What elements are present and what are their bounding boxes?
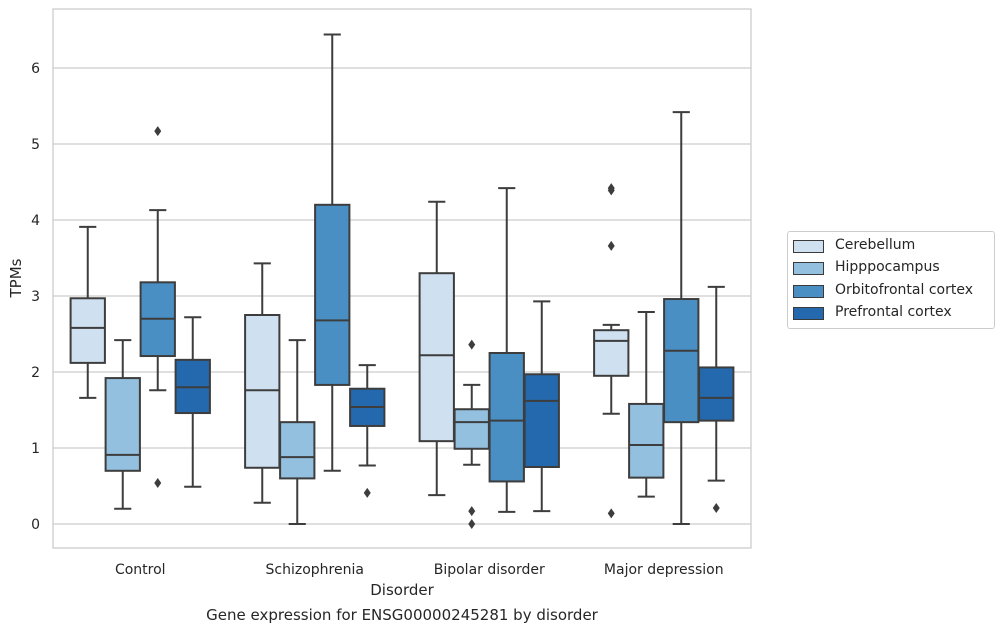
- outlier-point: [607, 183, 615, 194]
- y-tick-label: 2: [31, 365, 40, 381]
- y-tick-label: 6: [31, 61, 40, 77]
- series-prefrontal-cortex: [174, 285, 735, 514]
- series-orbitofrontal-cortex: [139, 33, 700, 525]
- y-tick-labels: 0 1 2 3 4 5 6: [31, 61, 40, 533]
- legend-swatch: [793, 307, 824, 320]
- y-tick-label: 4: [31, 213, 40, 229]
- box: [244, 262, 281, 504]
- box: [418, 200, 455, 497]
- box-body: [698, 366, 735, 422]
- outlier-point: [468, 339, 476, 350]
- box-body: [314, 203, 351, 386]
- box: [104, 339, 141, 510]
- series-cerebellum: [69, 183, 630, 519]
- box: [174, 316, 211, 488]
- box: [488, 187, 525, 513]
- outlier-point: [712, 503, 720, 514]
- box: [628, 310, 665, 498]
- box: [349, 364, 386, 498]
- legend-swatch: [793, 285, 824, 298]
- box: [314, 33, 351, 472]
- y-tick-label: 5: [31, 137, 40, 153]
- x-axis-label: Disorder: [370, 581, 434, 599]
- y-tick-label: 1: [31, 441, 40, 457]
- box-body: [418, 272, 455, 443]
- outlier-point: [154, 477, 162, 488]
- box-body: [663, 298, 700, 424]
- boxplot-series: [69, 33, 735, 529]
- legend-swatch: [793, 240, 824, 253]
- y-tick-label: 0: [31, 517, 40, 533]
- outlier-point: [154, 126, 162, 137]
- legend-swatch: [793, 262, 824, 275]
- box: [453, 339, 490, 529]
- legend-label: Cerebellum: [835, 237, 916, 253]
- x-tick-labels: Control Schizophrenia Bipolar disorder Majo…: [115, 562, 724, 578]
- box: [139, 126, 176, 488]
- x-tick-label: Bipolar disorder: [434, 562, 545, 578]
- legend: Cerebellum Hipppocampus Orbitofrontal co…: [787, 231, 995, 329]
- box-body: [279, 421, 316, 480]
- box-body: [69, 297, 106, 364]
- box-body: [244, 314, 281, 469]
- plot-frame: [52, 8, 752, 549]
- outlier-point: [363, 487, 371, 498]
- legend-label: Hipppocampus: [835, 259, 940, 275]
- box-body: [523, 373, 560, 468]
- box: [663, 111, 700, 525]
- box: [698, 285, 735, 514]
- legend-label: Prefrontal cortex: [835, 304, 952, 320]
- box-body: [453, 408, 490, 450]
- box-body: [593, 329, 630, 377]
- y-axis-label: TPMs: [7, 258, 25, 298]
- x-tick-label: Major depression: [604, 562, 724, 578]
- box: [69, 225, 106, 399]
- box: [593, 183, 630, 519]
- series-hipppocampus: [104, 310, 665, 529]
- outlier-point: [607, 240, 615, 251]
- box-body: [628, 402, 665, 479]
- box-body: [104, 377, 141, 472]
- y-tick-label: 3: [31, 289, 40, 305]
- outlier-point: [468, 519, 476, 529]
- chart-caption: Gene expression for ENSG00000245281 by d…: [206, 606, 598, 624]
- box-body: [488, 352, 525, 483]
- outlier-point: [607, 508, 615, 519]
- x-tick-label: Control: [115, 562, 166, 578]
- box: [523, 300, 560, 513]
- legend-label: Orbitofrontal cortex: [835, 282, 973, 298]
- box: [279, 339, 316, 525]
- x-tick-label: Schizophrenia: [266, 562, 364, 578]
- outlier-point: [468, 506, 476, 517]
